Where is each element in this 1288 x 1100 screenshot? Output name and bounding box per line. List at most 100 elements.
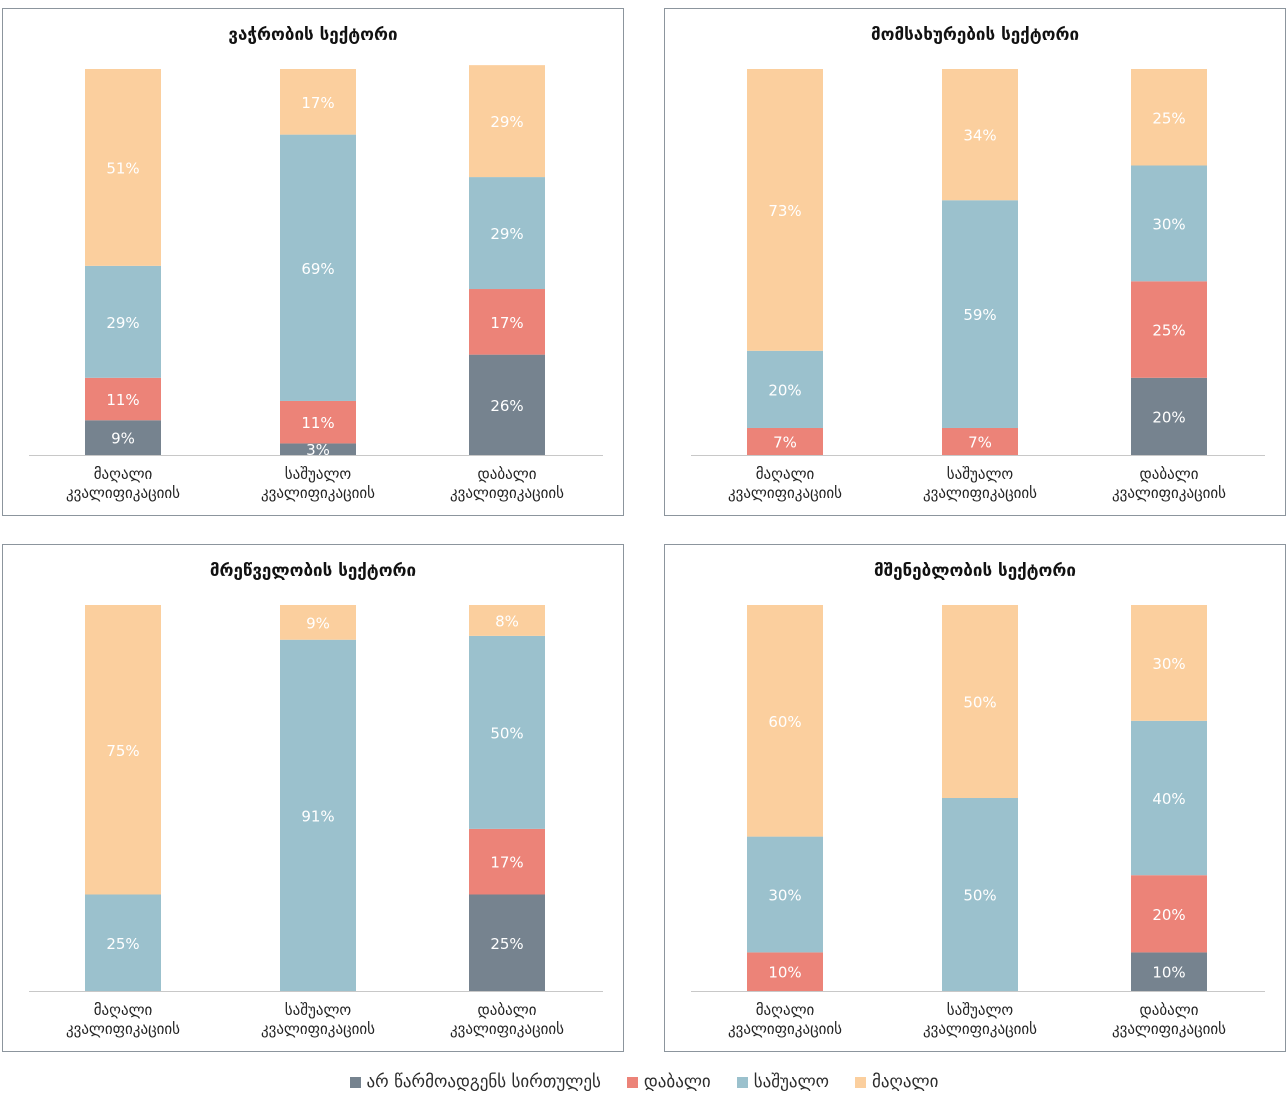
bar-segment	[469, 828, 545, 895]
data-label: 17%	[490, 854, 523, 872]
data-label: 10%	[768, 964, 801, 982]
bar-segment	[1131, 952, 1207, 991]
data-label: 9%	[306, 614, 330, 632]
data-label: 17%	[301, 94, 334, 112]
data-label: 25%	[1152, 109, 1185, 127]
data-label: 3%	[306, 441, 330, 459]
data-label: 20%	[1152, 906, 1185, 924]
chart-services-sector: მომსახურების სექტორი 7% 20% 73% მაღალი კვალიფ…	[664, 8, 1286, 516]
chart-trade-sector: ვაჭრობის სექტორი 9% 11% 29% 51% მაღალი კვალიფი…	[2, 8, 624, 516]
legend-swatch	[626, 1076, 638, 1088]
data-label: 34%	[963, 127, 996, 145]
data-label: 7%	[773, 433, 797, 451]
legend-swatch	[855, 1076, 867, 1088]
bar-segment	[469, 354, 545, 455]
category-label: კვალიფიკაციის	[728, 484, 842, 502]
category-label: კვალიფიკაციის	[66, 1020, 180, 1038]
bar-segment	[85, 605, 161, 895]
bar-segment	[747, 69, 823, 351]
chart-industry-sector: მრეწველობის სექტორი 25% 75% მაღალი კვალიფიკა…	[2, 544, 624, 1052]
bar-segment	[747, 427, 823, 455]
category-label: კვალიფიკაციის	[450, 484, 564, 502]
bar-segment	[469, 65, 545, 178]
category-label: კვალიფიკაციის	[923, 1020, 1037, 1038]
data-label: 17%	[490, 314, 523, 332]
bar-segment	[1131, 605, 1207, 721]
category-label: საშუალო	[947, 465, 1014, 483]
category-label: საშუალო	[285, 1001, 352, 1019]
bar-segment	[280, 639, 356, 991]
data-label: 59%	[963, 306, 996, 324]
category-label: დაბალი	[1140, 465, 1199, 483]
category-label: კვალიფიკაციის	[1112, 484, 1226, 502]
data-label: 25%	[1152, 322, 1185, 340]
bar-segment	[942, 605, 1018, 798]
bar-segment	[85, 69, 161, 266]
legend-label: დაბალი	[643, 1072, 711, 1092]
category-label: საშუალო	[285, 465, 352, 483]
data-label: 9%	[111, 430, 135, 448]
legend-swatch	[349, 1076, 361, 1088]
data-label: 51%	[106, 159, 139, 177]
bar-segment	[1131, 165, 1207, 282]
chart-title: მრეწველობის სექტორი	[210, 561, 416, 581]
chart-construction-sector: მშენებლობის სექტორი 10% 30% 60% მაღალი კვალიფ…	[664, 544, 1286, 1052]
chart-svg: მრეწველობის სექტორი25%75%მაღალიკვალიფიკა…	[29, 561, 603, 1038]
legend-item: მაღალი	[855, 1072, 938, 1092]
bar-segment	[942, 69, 1018, 201]
bar-segment	[85, 420, 161, 455]
data-label: 50%	[963, 887, 996, 905]
chart-title: მომსახურების სექტორი	[871, 25, 1079, 45]
category-label: საშუალო	[947, 1001, 1014, 1019]
bar-segment	[747, 350, 823, 428]
chart-svg: მშენებლობის სექტორი10%30%60%მაღალიკვალიფ…	[691, 561, 1265, 1038]
bar-segment	[1131, 377, 1207, 455]
bar-segment	[747, 605, 823, 837]
legend-item: საშუალო	[736, 1072, 829, 1092]
legend-label: არ წარმოადგენს სირთულეს	[366, 1072, 601, 1092]
data-label: 29%	[490, 225, 523, 243]
data-label: 10%	[1152, 964, 1185, 982]
category-label: დაბალი	[478, 1001, 537, 1019]
bar-segment	[85, 377, 161, 421]
data-label: 20%	[768, 381, 801, 399]
bar-segment	[280, 400, 356, 444]
category-label: კვალიფიკაციის	[66, 484, 180, 502]
bar-segment	[747, 952, 823, 991]
bar-segment	[1131, 281, 1207, 378]
chart-svg: ვაჭრობის სექტორი9%11%29%51%მაღალიკვალიფი…	[29, 25, 603, 502]
bar-segment	[942, 200, 1018, 428]
bar-segment	[469, 605, 545, 636]
data-label: 11%	[106, 391, 139, 409]
bar-segment	[747, 836, 823, 953]
category-label: კვალიფიკაციის	[728, 1020, 842, 1038]
data-label: 75%	[106, 742, 139, 760]
bar-segment	[469, 177, 545, 290]
bar-segment	[1131, 875, 1207, 953]
data-label: 30%	[1152, 655, 1185, 673]
bar-segment	[280, 605, 356, 640]
bar-segment	[280, 69, 356, 135]
data-label: 29%	[106, 314, 139, 332]
data-label: 60%	[768, 713, 801, 731]
legend-label: მაღალი	[872, 1072, 939, 1092]
data-label: 30%	[768, 887, 801, 905]
category-label: მაღალი	[756, 1001, 815, 1019]
category-label: კვალიფიკაციის	[923, 484, 1037, 502]
bar-segment	[469, 289, 545, 355]
data-label: 30%	[1152, 215, 1185, 233]
data-label: 73%	[768, 202, 801, 220]
legend-item: დაბალი	[626, 1072, 711, 1092]
category-label: მაღალი	[756, 465, 815, 483]
category-label: კვალიფიკაციის	[1112, 1020, 1226, 1038]
bar-segment	[85, 265, 161, 378]
data-label: 50%	[490, 724, 523, 742]
category-label: მაღალი	[94, 465, 153, 483]
bar-segment	[280, 443, 356, 455]
category-label: დაბალი	[1140, 1001, 1199, 1019]
data-label: 50%	[963, 694, 996, 712]
data-label: 8%	[495, 612, 519, 630]
bar-segment	[469, 894, 545, 991]
data-label: 25%	[490, 935, 523, 953]
bar-segment	[1131, 69, 1207, 166]
